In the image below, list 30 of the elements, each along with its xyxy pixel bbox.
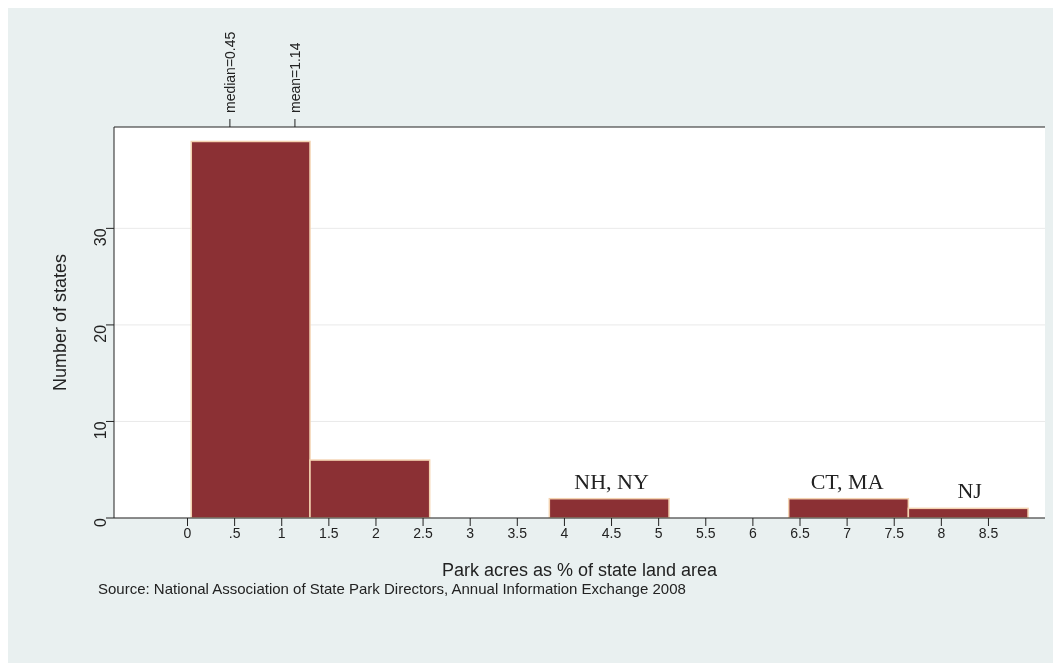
x-tick-label: 6 (748, 524, 757, 541)
y-tick-label: 30 (91, 228, 109, 247)
y-tick-label: 20 (91, 324, 109, 343)
x-tick-label: 6.5 (790, 524, 810, 541)
x-tick-label: 4 (560, 524, 569, 541)
x-tick-label: 7 (843, 524, 852, 541)
annotation: NH, NY (574, 468, 649, 494)
x-tick-label: 2 (372, 524, 381, 541)
x-tick-label: 8 (937, 524, 946, 541)
x-tick-label: 1 (277, 524, 286, 541)
x-tick-label: 5.5 (696, 524, 716, 541)
x-tick-label: 4.5 (601, 524, 622, 541)
x-tick-label: 3.5 (507, 524, 528, 541)
y-tick-label: 10 (91, 421, 109, 440)
x-tick-label: 1.5 (319, 524, 339, 541)
x2-tick-label: median=0.45 (221, 31, 238, 113)
source-note: Source: National Association of State Park Directors, Annual Information Exchange 2008 (98, 580, 686, 597)
y-tick-label: 0 (91, 517, 109, 527)
annotation: NJ (957, 478, 983, 504)
x-tick-label: 3 (466, 524, 475, 541)
x-tick-label: 5 (654, 524, 663, 541)
x-tick-label: .5 (228, 524, 241, 541)
y-axis-title: Number of states (50, 253, 71, 392)
x-tick-label: 8.5 (978, 524, 999, 541)
x-axis-title: Park acres as % of state land area (441, 560, 719, 580)
x-tick-label: 2.5 (413, 524, 434, 541)
annotation: CT, MA (810, 468, 884, 494)
x-tick-label: 7.5 (884, 524, 905, 541)
x-tick-label: 0 (183, 524, 192, 541)
x2-tick-label: mean=1.14 (286, 42, 303, 113)
